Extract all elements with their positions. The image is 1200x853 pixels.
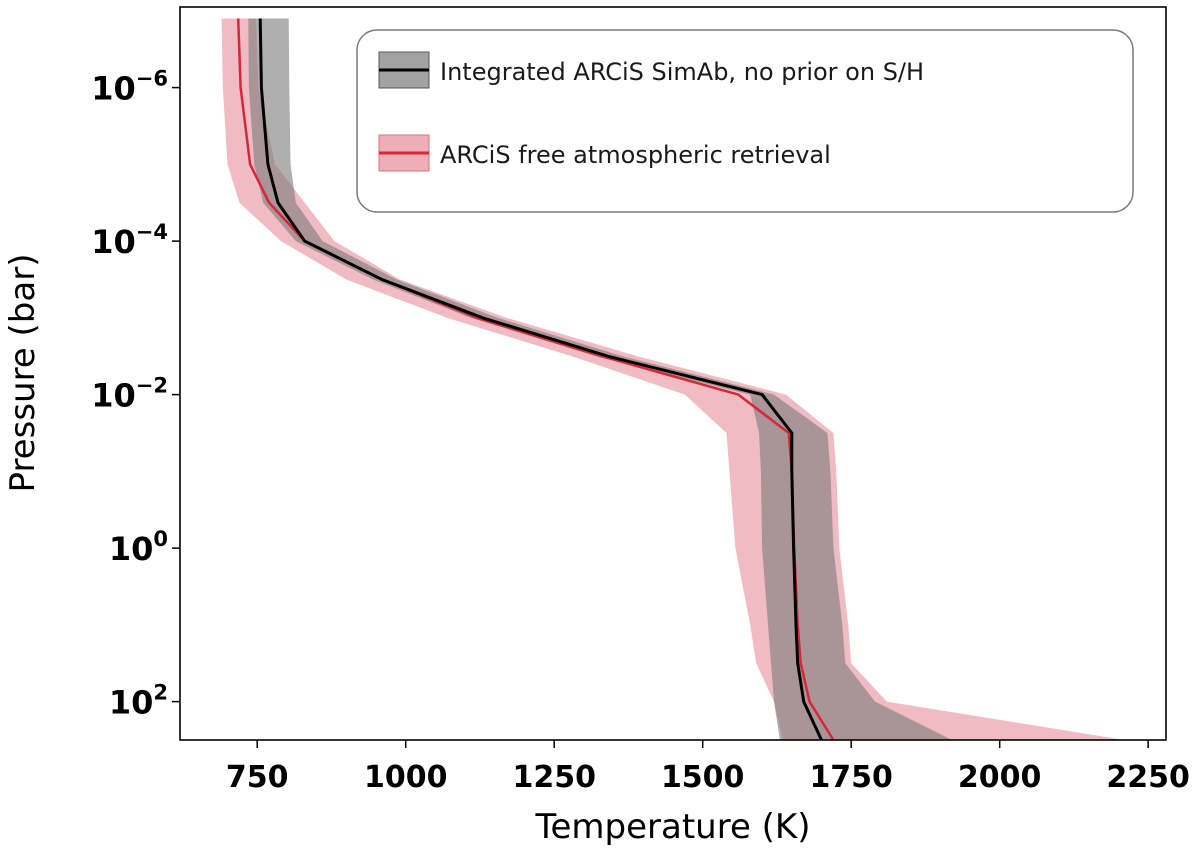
legend-entry-free: ARCiS free atmospheric retrieval xyxy=(378,134,831,172)
x-tick-label: 1500 xyxy=(661,760,745,795)
legend-label-simab: Integrated ARCiS SimAb, no prior on S/H xyxy=(440,58,924,86)
y-tick-label: 100 xyxy=(109,527,168,568)
x-axis-label: Temperature (K) xyxy=(534,807,810,847)
legend-box xyxy=(356,29,1134,213)
legend-entry-simab: Integrated ARCiS SimAb, no prior on S/H xyxy=(378,51,924,89)
y-ticks: 10−6 10−4 10−2 100 102 xyxy=(91,67,180,722)
x-tick-label: 1000 xyxy=(364,760,448,795)
x-ticks: 750 1000 1250 1500 1750 2000 2250 xyxy=(226,740,1190,795)
x-tick-label: 1750 xyxy=(809,760,893,795)
legend: Integrated ARCiS SimAb, no prior on S/H … xyxy=(356,29,1134,213)
x-tick-label: 1250 xyxy=(512,760,596,795)
x-tick-label: 2250 xyxy=(1106,760,1190,795)
y-tick-label: 10−4 xyxy=(91,220,168,261)
x-tick-label: 2000 xyxy=(958,760,1042,795)
bands-layer xyxy=(221,18,1125,740)
median-line-free xyxy=(236,18,835,741)
x-tick-label: 750 xyxy=(226,760,289,795)
y-tick-label: 10−6 xyxy=(91,67,168,108)
uncertainty-band-simab xyxy=(248,18,953,740)
lines-layer xyxy=(236,18,835,741)
legend-label-free: ARCiS free atmospheric retrieval xyxy=(440,141,831,169)
plot-frame xyxy=(179,6,1167,741)
uncertainty-band-free xyxy=(221,18,1125,740)
y-axis-label: Pressure (bar) xyxy=(3,254,43,493)
y-tick-label: 102 xyxy=(109,681,168,722)
y-tick-label: 10−2 xyxy=(91,374,168,415)
median-line-simab xyxy=(258,18,823,741)
